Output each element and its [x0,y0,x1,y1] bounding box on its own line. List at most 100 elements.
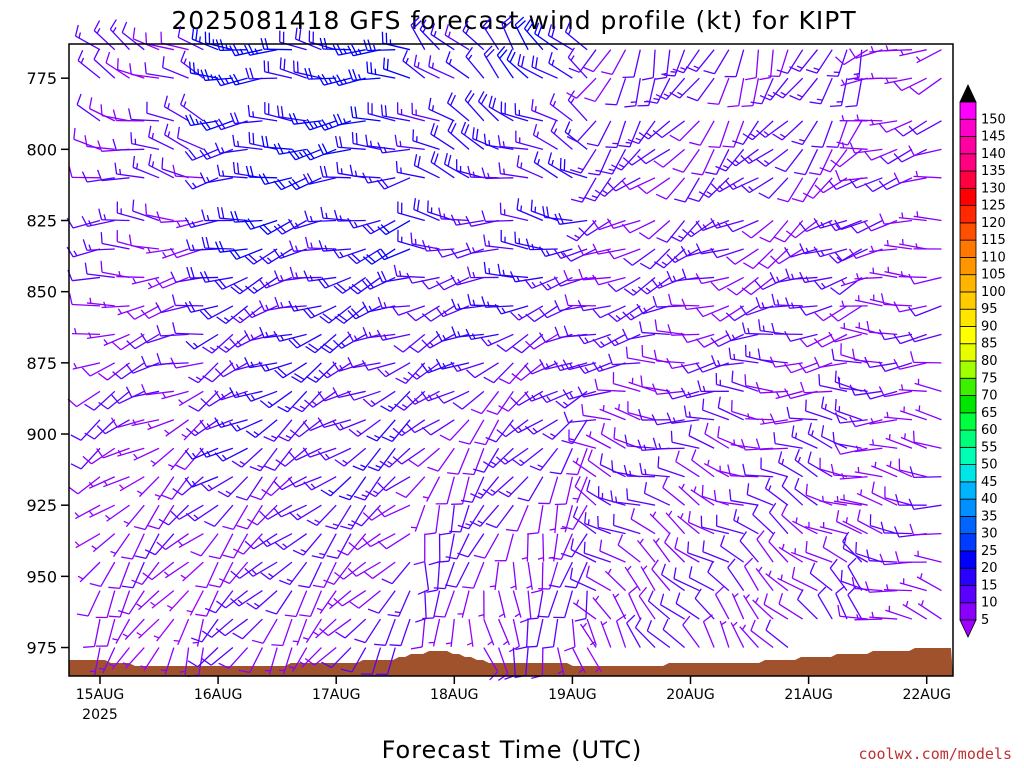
barb-shaft [314,647,337,666]
barb-shaft [102,647,116,674]
barb-feather [688,566,693,578]
barb-shaft [651,568,671,592]
barb-shaft [548,62,573,79]
barb-shaft [308,276,337,282]
barb-feather [447,120,454,132]
barb-feather [894,127,904,137]
barb-feather [430,151,436,163]
barb-feather [837,604,841,617]
barb-feather [710,355,717,367]
barb-half-feather [487,339,492,345]
wind-barb [382,57,411,79]
wind-barb [379,447,411,468]
barb-shaft [383,248,411,261]
barb-half-feather [373,490,379,495]
barb-feather [532,123,538,136]
wind-barb [768,531,789,563]
barb-shaft [132,362,160,374]
barb-feather [332,114,339,126]
barb-feather [376,250,385,261]
wind-barb [774,220,804,243]
barb-shaft [305,618,322,644]
barb-shaft [691,459,715,478]
barb-feather [244,567,254,577]
wind-barb [483,362,514,384]
wind-barb [377,476,411,492]
barb-half-feather [870,119,875,125]
barb-feather [128,108,132,120]
barb-half-feather [252,286,258,292]
wind-barb [112,618,131,644]
barb-half-feather [794,432,798,439]
barb-feather [351,520,362,527]
barb-shaft [719,305,744,322]
barb-shaft [197,390,219,412]
wind-barb [726,248,759,265]
barb-feather [218,578,230,585]
barb-shaft [415,305,440,322]
barb-feather [232,73,240,85]
barb-feather [188,301,196,312]
barb-shaft [424,562,430,590]
barb-shaft [131,533,145,560]
wind-barb [818,374,848,392]
wind-barb [360,647,382,675]
wind-barb [185,419,219,437]
barb-half-feather [163,571,170,577]
barb-shaft [842,541,863,563]
barb-feather [231,460,243,468]
wind-barb [150,447,175,467]
barb-feather [163,95,168,107]
barb-shaft [474,362,499,379]
barb-half-feather [467,54,473,61]
barb-feather [395,377,407,384]
barb-feather [275,459,286,467]
barb-shaft [132,210,160,222]
barb-shaft [357,419,381,437]
colorbar-cell [959,412,977,431]
wind-barb [392,447,426,465]
wind-barb [652,120,685,139]
barb-feather [659,593,665,605]
barb-feather [387,614,399,617]
wind-barb [222,504,249,530]
barb-feather [433,125,439,137]
barb-shaft [275,590,293,615]
barb-half-feather [422,496,429,499]
barb-shaft [516,209,544,222]
wind-barb [317,276,352,289]
barb-feather [251,639,264,644]
wind-barb [516,155,544,179]
barb-shaft [460,132,485,150]
wind-barb [402,49,426,79]
barb-feather [652,383,658,395]
barb-half-feather [776,392,781,398]
barb-feather [551,26,556,38]
barb-shaft [764,120,789,138]
wind-barb [481,210,514,223]
barb-shaft [368,362,396,371]
wind-barb [537,590,559,618]
barb-feather [435,358,443,370]
colorbar-cell [959,308,977,327]
wind-barb [515,130,544,150]
barb-feather [799,271,806,283]
colorbar-label: 65 [981,406,998,421]
wind-barb [362,326,396,339]
barb-feather [686,96,698,102]
wind-barb [236,504,263,530]
barb-half-feather [96,28,101,34]
barb-shaft [698,177,715,202]
wind-barb [298,561,323,589]
barb-feather [525,238,531,250]
barb-feather [201,236,206,249]
barb-feather [352,68,358,81]
barb-half-feather [427,245,431,251]
wind-barb [188,390,219,412]
barb-half-feather [457,331,461,337]
barb-shaft [856,177,883,189]
wind-barb [833,496,862,506]
barb-feather [728,347,732,360]
barb-shaft [585,590,588,619]
barb-feather [777,197,789,203]
